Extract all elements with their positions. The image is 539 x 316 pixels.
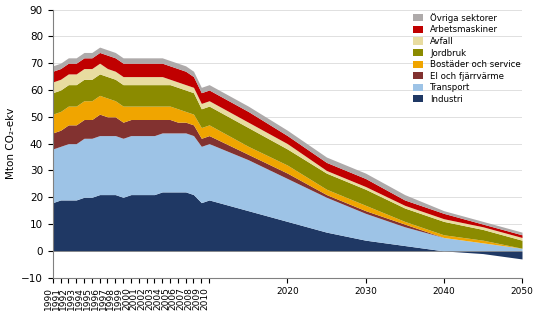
Legend: Övriga sektorer, Arbetsmaskiner, Avfall, Jordbruk, Bostäder och service, El och : Övriga sektorer, Arbetsmaskiner, Avfall,… [411,11,522,106]
Y-axis label: Mton CO₂-ekv: Mton CO₂-ekv [5,108,16,179]
